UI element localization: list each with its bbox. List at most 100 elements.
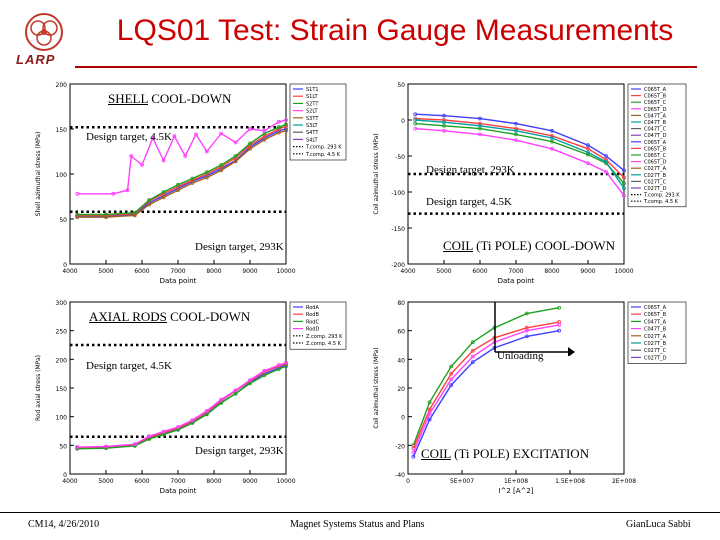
data-point [147,198,152,202]
data-point [550,146,554,151]
x-tick-label: 10000 [614,268,633,275]
data-point [427,417,432,422]
series-line-s2lt [77,119,287,195]
data-point [233,154,238,158]
data-point [248,141,252,146]
legend-label: S2TT [306,101,319,107]
y-axis-label: Shell azimuthal stress (MPa) [35,132,42,217]
x-axis-label: Data point [160,277,197,285]
data-point [604,154,608,158]
legend-label: C027T_A [644,334,667,340]
legend-box [289,301,347,350]
series-line-c047t-b [412,324,560,453]
data-point [248,378,252,382]
data-point [233,140,238,145]
legend-label: C047T_A [644,319,667,325]
data-point [413,126,418,131]
series-line-s1t1 [77,128,287,218]
series-line-c047t-a [412,321,560,449]
data-point [104,215,108,220]
x-tick-label: 9000 [580,268,595,275]
footer-date: CM14, 4/26/2010 [28,519,100,530]
data-point [442,120,446,125]
legend-label: C065T_B [644,146,667,152]
y-tick-label: 250 [56,329,68,336]
legend-label: C065T_C [644,153,667,159]
axial-target-45k-label: Design target, 4.5K [86,360,172,372]
y-tick-label: 50 [59,443,67,450]
x-tick-label: 5000 [436,268,451,275]
data-point [427,411,432,416]
data-point [550,139,554,144]
shell-target-45k-label: Design target, 4.5K [86,131,172,143]
legend-label: C047T_C [644,127,667,133]
data-point [204,175,209,180]
data-point [75,445,80,449]
slide-title: LQS01 Test: Strain Gauge Measurements [116,14,674,47]
data-point [622,181,626,186]
y-tick-label: 60 [397,329,405,336]
y-tick-label: 300 [56,300,68,307]
data-point [140,163,144,167]
legend-label: C027T_B [644,173,667,179]
data-point [478,116,482,121]
series-line-c047t-b [415,127,625,197]
data-point [104,444,108,449]
data-point [622,193,626,198]
data-point [514,132,518,137]
data-point [284,122,288,127]
data-point [427,400,432,405]
data-point [262,137,267,142]
x-tick-label: 9000 [242,478,257,485]
shell-section-label: SHELL COOL-DOWN [108,91,231,107]
legend-label: Z.comp. 4.5 K [306,341,342,347]
y-axis-label: Coil azimuthal stress (MPa) [373,347,380,428]
legend-label: C065T_B [644,312,667,318]
data-point [284,128,288,133]
data-point [622,168,626,173]
data-point [442,128,446,133]
axial-label-underlined: AXIAL RODS [89,309,167,324]
data-point [75,215,80,220]
x-axis-label: Data point [498,277,535,285]
data-point [586,143,590,148]
data-point [204,149,209,154]
axial-target-293k-label: Design target, 293K [195,445,284,457]
data-point [172,134,177,139]
legend-label: C047T_D [644,133,667,139]
legend-label: RodC [306,319,319,325]
coil-pole-label-underlined: COIL [443,238,473,253]
data-point [622,175,626,180]
data-point [248,146,252,151]
coil-target-293k-label: Design target, 293K [426,164,515,176]
data-point [478,123,482,128]
data-point [604,159,608,164]
series-line-c027t-a [412,330,560,458]
series-line-rodc [77,365,287,450]
x-axis-label: I^2 [A^2] [498,487,533,495]
y-tick-label: 20 [397,386,405,393]
data-point [622,186,626,191]
data-point [524,334,529,339]
data-point [550,136,554,140]
legend-label: C027T_C [644,179,667,185]
legend-label: S1T1 [306,87,319,93]
data-point [276,363,281,367]
data-point [586,161,590,166]
y-tick-label: 150 [56,386,68,393]
x-tick-label: 0 [406,478,410,485]
data-point [132,213,137,218]
data-point [233,159,238,164]
data-point [514,121,518,126]
footer-divider [0,512,720,513]
legend-label: C027T_A [644,166,667,172]
data-point [248,381,252,386]
data-point [442,113,446,118]
data-point [75,191,80,196]
logo-text: LARP [16,52,56,67]
y-tick-label: 50 [59,217,67,224]
y-tick-label: 150 [56,127,68,134]
x-tick-label: 1.5E+008 [555,478,585,485]
data-point [276,130,281,135]
legend-label: C027T_D [644,186,667,192]
